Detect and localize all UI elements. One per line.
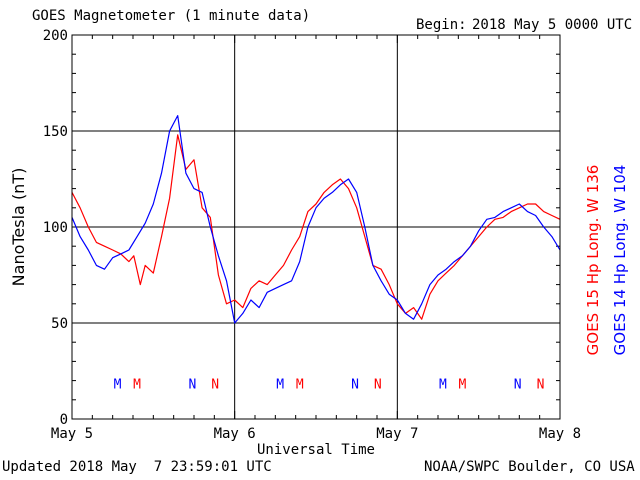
series-line-goes14 xyxy=(71,114,561,324)
x-tick-label: May 8 xyxy=(539,426,581,442)
marker-n-goes15: N xyxy=(537,377,545,392)
chart-header-title: GOES Magnetometer (1 minute data) xyxy=(32,8,311,24)
y-tick-label: 100 xyxy=(43,220,68,236)
legend-goes15: GOES 15 Hp Long. W 136 xyxy=(584,165,602,356)
marker-m-goes15: M xyxy=(458,377,466,392)
marker-n-goes15: N xyxy=(374,377,382,392)
y-tick-label: 150 xyxy=(43,124,68,140)
marker-m-goes14: M xyxy=(439,377,447,392)
marker-n-goes14: N xyxy=(351,377,359,392)
x-tick-label: May 5 xyxy=(51,426,93,442)
x-tick-label: May 6 xyxy=(214,426,256,442)
marker-m-goes15: M xyxy=(296,377,304,392)
x-axis-label: Universal Time xyxy=(257,442,375,458)
marker-m-goes15: M xyxy=(133,377,141,392)
begin-value: 2018 May 5 0000 UTC xyxy=(472,17,633,33)
series-line-goes15 xyxy=(71,134,561,320)
y-tick-label: 50 xyxy=(51,316,68,332)
marker-n-goes14: N xyxy=(188,377,196,392)
marker-m-goes14: M xyxy=(114,377,122,392)
x-tick-label: May 7 xyxy=(376,426,418,442)
y-tick-label: 200 xyxy=(43,28,68,44)
plot-frame xyxy=(71,34,561,420)
marker-n-goes14: N xyxy=(514,377,522,392)
y-tick-label: 0 xyxy=(60,412,68,428)
legend-goes14: GOES 14 Hp Long. W 104 xyxy=(611,165,629,356)
footer-source: NOAA/SWPC Boulder, CO USA xyxy=(424,459,635,475)
marker-n-goes15: N xyxy=(211,377,219,392)
y-axis-label: NanoTesla (nT) xyxy=(9,168,28,287)
footer-updated: Updated 2018 May 7 23:59:01 UTC xyxy=(2,459,272,475)
marker-m-goes14: M xyxy=(276,377,284,392)
begin-label: Begin: xyxy=(416,17,467,33)
